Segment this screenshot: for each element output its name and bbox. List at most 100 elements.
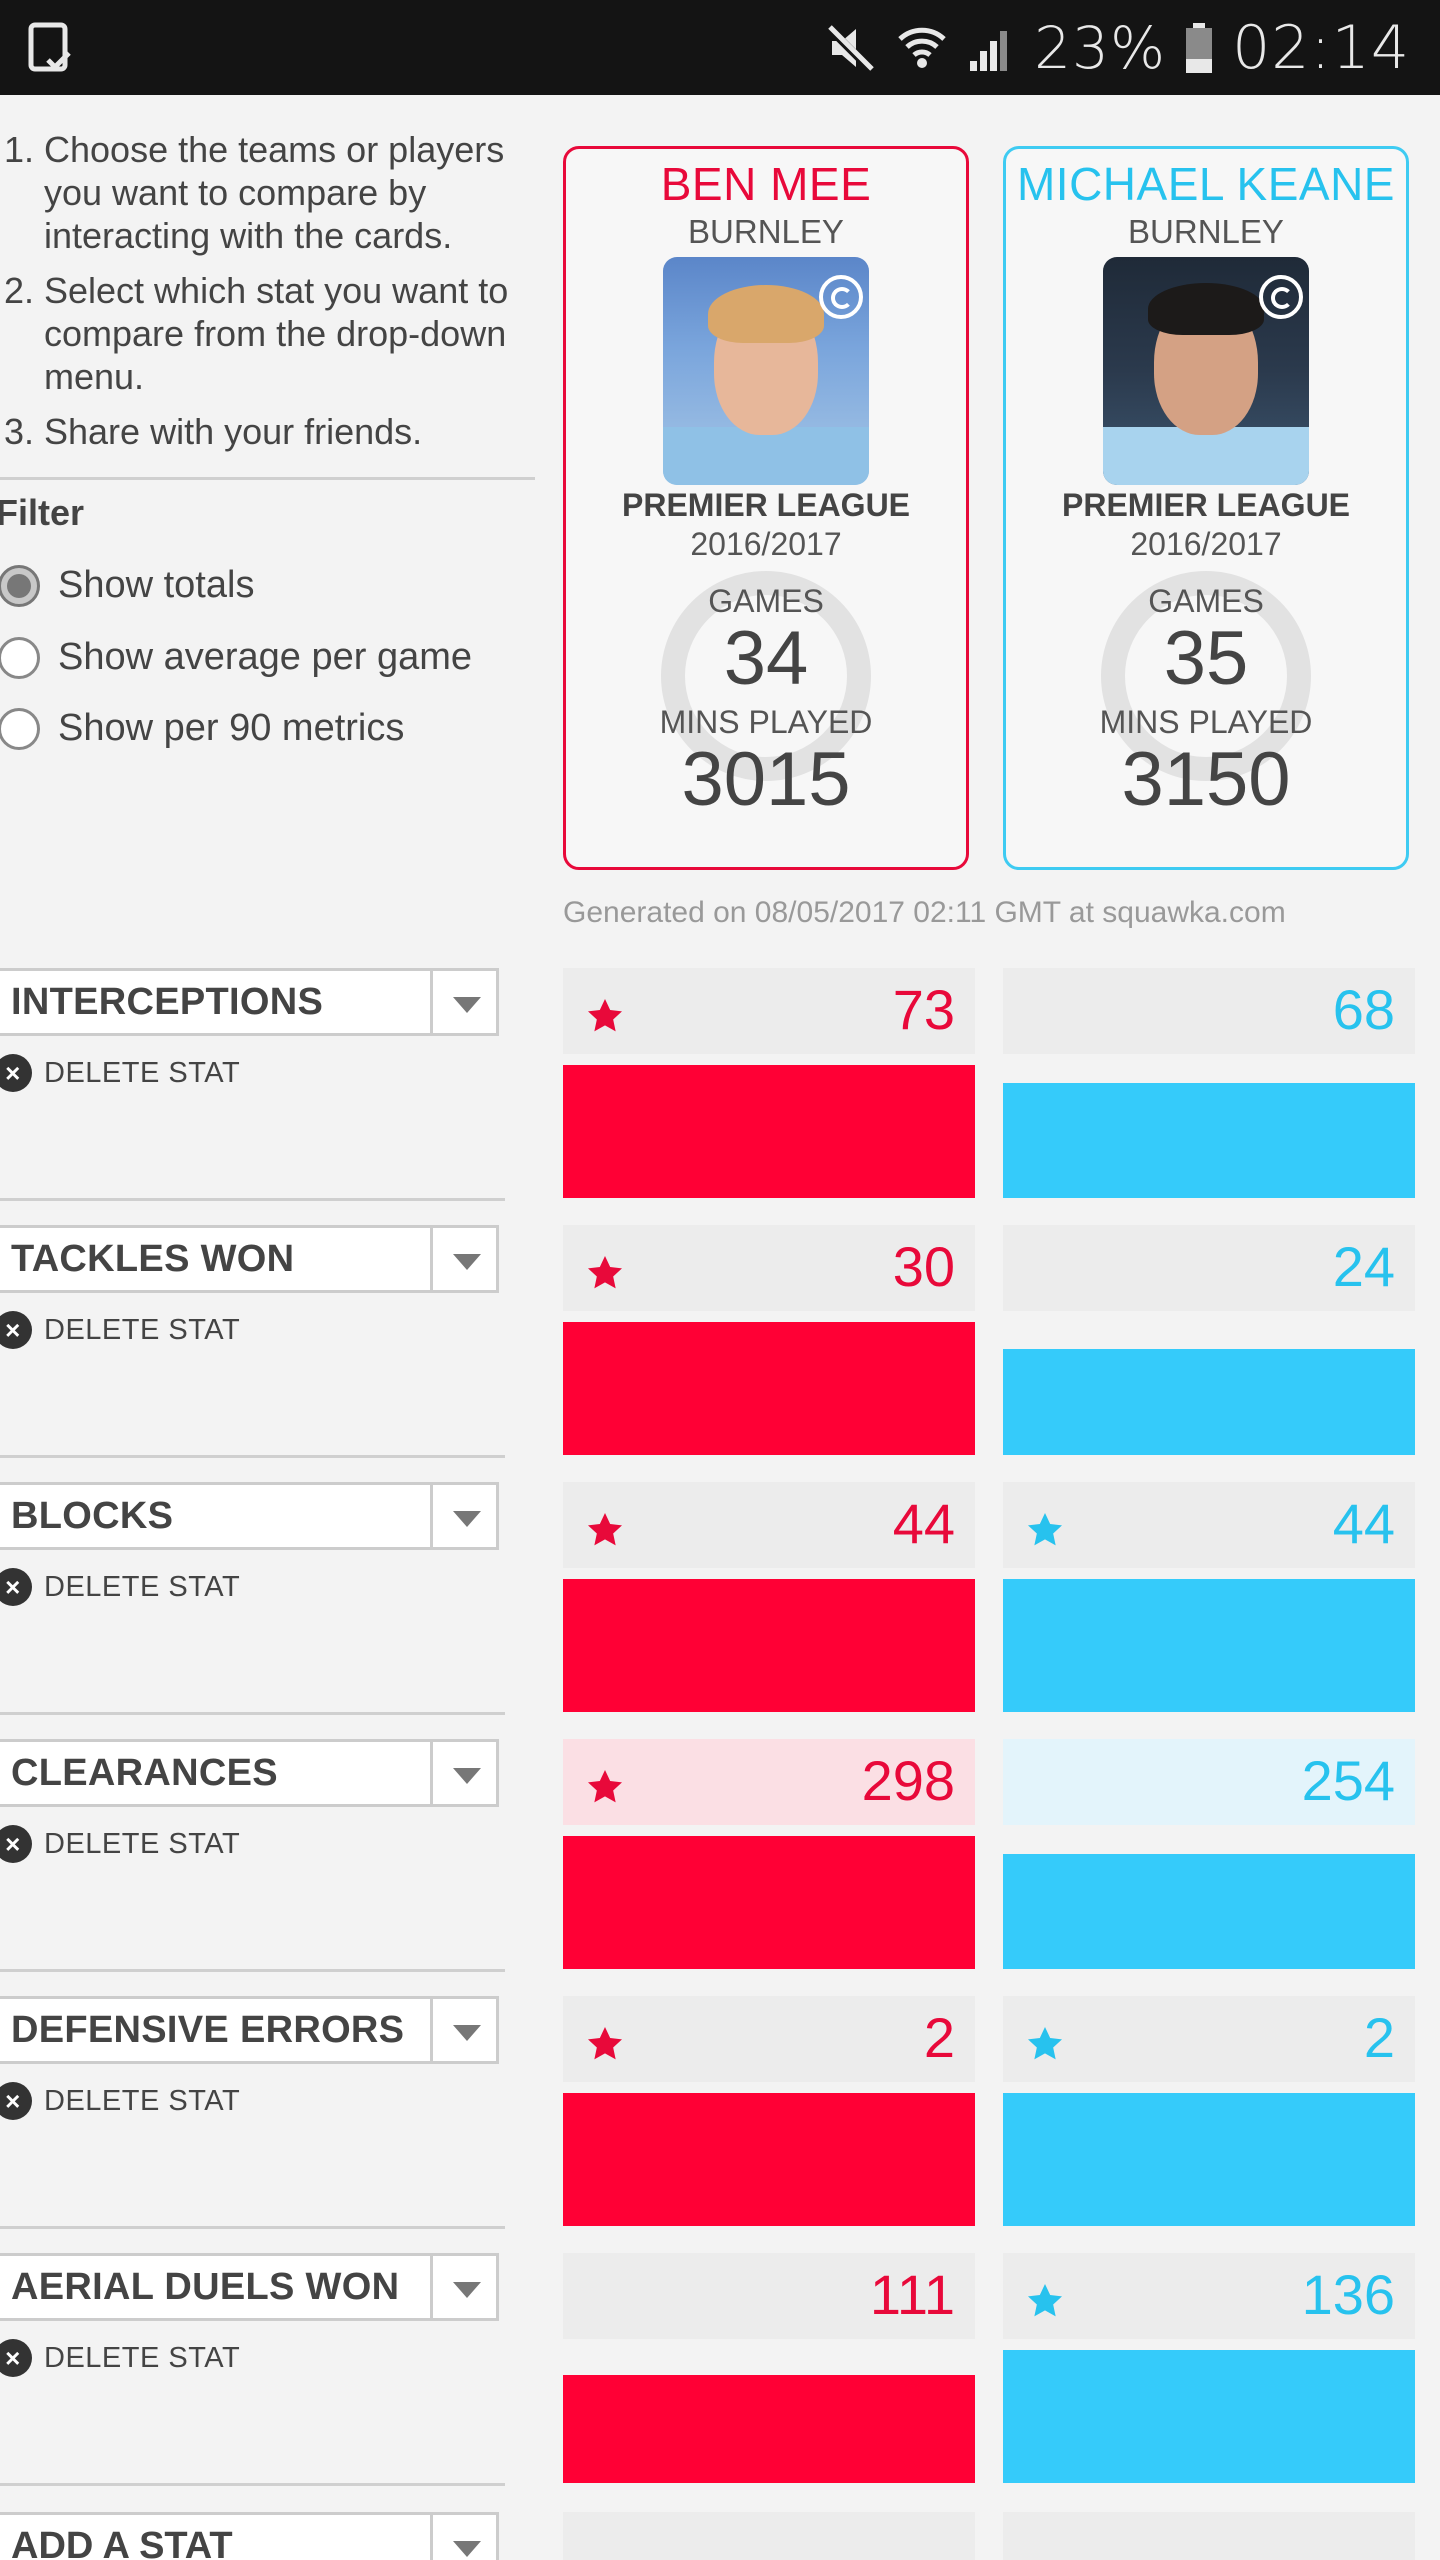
- chevron-down-icon[interactable]: [430, 1742, 496, 1804]
- delete-stat-button[interactable]: × DELETE STAT: [0, 1054, 240, 1092]
- value-header: [1003, 1482, 1415, 1568]
- close-icon: ×: [0, 1054, 32, 1092]
- close-icon: ×: [0, 1568, 32, 1606]
- stat-bar: [563, 1579, 975, 1712]
- chevron-down-icon[interactable]: [430, 1228, 496, 1290]
- stat-select[interactable]: BLOCKS: [0, 1482, 499, 1550]
- star-icon: [588, 1256, 622, 1289]
- stat-row: TACKLES WON × DELETE STAT 30 24: [0, 1225, 1440, 1483]
- divider: [0, 477, 535, 480]
- divider: [0, 2483, 505, 2486]
- stat-value-left: 2: [563, 1996, 975, 2226]
- screenshot-notification-icon: [28, 22, 71, 72]
- stat-value: 111: [869, 2263, 955, 2326]
- delete-stat-button[interactable]: × DELETE STAT: [0, 1825, 240, 1863]
- player-name: MICHAEL KEANE: [1016, 158, 1395, 210]
- divider: [0, 2226, 505, 2229]
- close-icon: ×: [0, 2082, 32, 2120]
- mins-label: MINS PLAYED: [1099, 704, 1313, 740]
- value-header: [1003, 2253, 1415, 2339]
- chevron-down-icon[interactable]: [430, 2515, 496, 2560]
- instruction-item: 1. Choose the teams or players you want t…: [3, 129, 505, 256]
- stat-value: 73: [892, 978, 955, 1041]
- value-header: [563, 1225, 975, 1311]
- generated-note: Generated on 08/05/2017 02:11 GMT at squ…: [563, 896, 1286, 929]
- player-team: BURNLEY: [688, 213, 844, 250]
- filter-option-per90[interactable]: Show per 90 metrics: [0, 707, 404, 750]
- stat-value-right: 68: [1003, 968, 1415, 1198]
- stat-select[interactable]: AERIAL DUELS WON: [0, 2253, 499, 2321]
- stat-bar: [1003, 1579, 1415, 1712]
- chevron-down-icon[interactable]: [430, 2256, 496, 2318]
- stat-row: INTERCEPTIONS × DELETE STAT 73 68: [0, 968, 1440, 1226]
- divider: [0, 1969, 505, 1972]
- player-card-ben-mee[interactable]: BEN MEE BURNLEY PREMIER LEAGUE 2016/2017…: [563, 146, 969, 870]
- games-label: GAMES: [1148, 583, 1264, 619]
- games-label: GAMES: [708, 583, 824, 619]
- stat-select[interactable]: DEFENSIVE ERRORS: [0, 1996, 499, 2064]
- delete-stat-button[interactable]: × DELETE STAT: [0, 1311, 240, 1349]
- stat-bar: [563, 1836, 975, 1969]
- stat-value-right: 24: [1003, 1225, 1415, 1455]
- delete-stat-label: DELETE STAT: [44, 1313, 241, 1346]
- filter-option-average[interactable]: Show average per game: [0, 636, 472, 679]
- value-header: [563, 968, 975, 1054]
- refresh-icon[interactable]: [819, 275, 863, 319]
- stat-name: AERIAL DUELS WON: [11, 2265, 400, 2308]
- delete-stat-button[interactable]: × DELETE STAT: [0, 2339, 240, 2377]
- star-icon: [1028, 2284, 1062, 2317]
- filter-option-totals[interactable]: Show totals: [0, 564, 254, 607]
- stat-value: 44: [1332, 1492, 1395, 1555]
- value-header: [563, 1739, 975, 1825]
- player-name: BEN MEE: [660, 158, 872, 210]
- stat-value-left: 44: [563, 1482, 975, 1712]
- stat-bar: [563, 2093, 975, 2226]
- stat-select[interactable]: TACKLES WON: [0, 1225, 499, 1293]
- refresh-icon[interactable]: [1259, 275, 1303, 319]
- stat-value: 136: [1301, 2263, 1395, 2326]
- stat-value-left: 30: [563, 1225, 975, 1455]
- league-name: PREMIER LEAGUE: [1061, 487, 1351, 523]
- stat-row: BLOCKS × DELETE STAT 44 44: [0, 1482, 1440, 1740]
- player-photo: [663, 257, 869, 485]
- stat-bar: [563, 1065, 975, 1198]
- value-header: [563, 2253, 975, 2339]
- radio-button[interactable]: [0, 564, 40, 607]
- delete-stat-button[interactable]: × DELETE STAT: [0, 2082, 240, 2120]
- add-stat-select[interactable]: ADD A STAT: [0, 2512, 499, 2560]
- signal-icon: [970, 30, 1008, 71]
- stat-value: 254: [1301, 1749, 1395, 1812]
- close-icon: ×: [0, 2339, 32, 2377]
- empty-value-box: [1003, 2512, 1415, 2560]
- chevron-down-icon[interactable]: [430, 1485, 496, 1547]
- chevron-down-icon[interactable]: [430, 971, 496, 1033]
- value-header: [1003, 1739, 1415, 1825]
- stat-name: CLEARANCES: [11, 1751, 278, 1794]
- stat-row: AERIAL DUELS WON × DELETE STAT 111 136: [0, 2253, 1440, 2511]
- stat-select[interactable]: INTERCEPTIONS: [0, 968, 499, 1036]
- chevron-down-icon[interactable]: [430, 1999, 496, 2061]
- stat-value: 298: [861, 1749, 955, 1812]
- stat-bar: [1003, 2093, 1415, 2226]
- stat-value-left: 298: [563, 1739, 975, 1969]
- star-icon: [588, 1513, 622, 1546]
- delete-stat-label: DELETE STAT: [44, 1056, 241, 1089]
- stat-row: CLEARANCES × DELETE STAT 298 254: [0, 1739, 1440, 1997]
- stat-bar: [563, 1322, 975, 1455]
- stat-name: INTERCEPTIONS: [11, 980, 324, 1023]
- radio-button[interactable]: [0, 636, 40, 679]
- player-card-michael-keane[interactable]: MICHAEL KEANE BURNLEY PREMIER LEAGUE 201…: [1003, 146, 1409, 870]
- value-header: [1003, 968, 1415, 1054]
- stat-name: BLOCKS: [11, 1494, 174, 1537]
- instructions-list: 1. Choose the teams or players you want t…: [0, 128, 530, 465]
- stat-name: DEFENSIVE ERRORS: [11, 2008, 405, 2051]
- player-photo: [1103, 257, 1309, 485]
- divider: [0, 1712, 505, 1715]
- league-name: PREMIER LEAGUE: [621, 487, 911, 523]
- delete-stat-button[interactable]: × DELETE STAT: [0, 1568, 240, 1606]
- stat-row: DEFENSIVE ERRORS × DELETE STAT 2 2: [0, 1996, 1440, 2254]
- stat-bar: [563, 2375, 975, 2483]
- stat-select[interactable]: CLEARANCES: [0, 1739, 499, 1807]
- radio-button[interactable]: [0, 707, 40, 750]
- value-header: [1003, 1225, 1415, 1311]
